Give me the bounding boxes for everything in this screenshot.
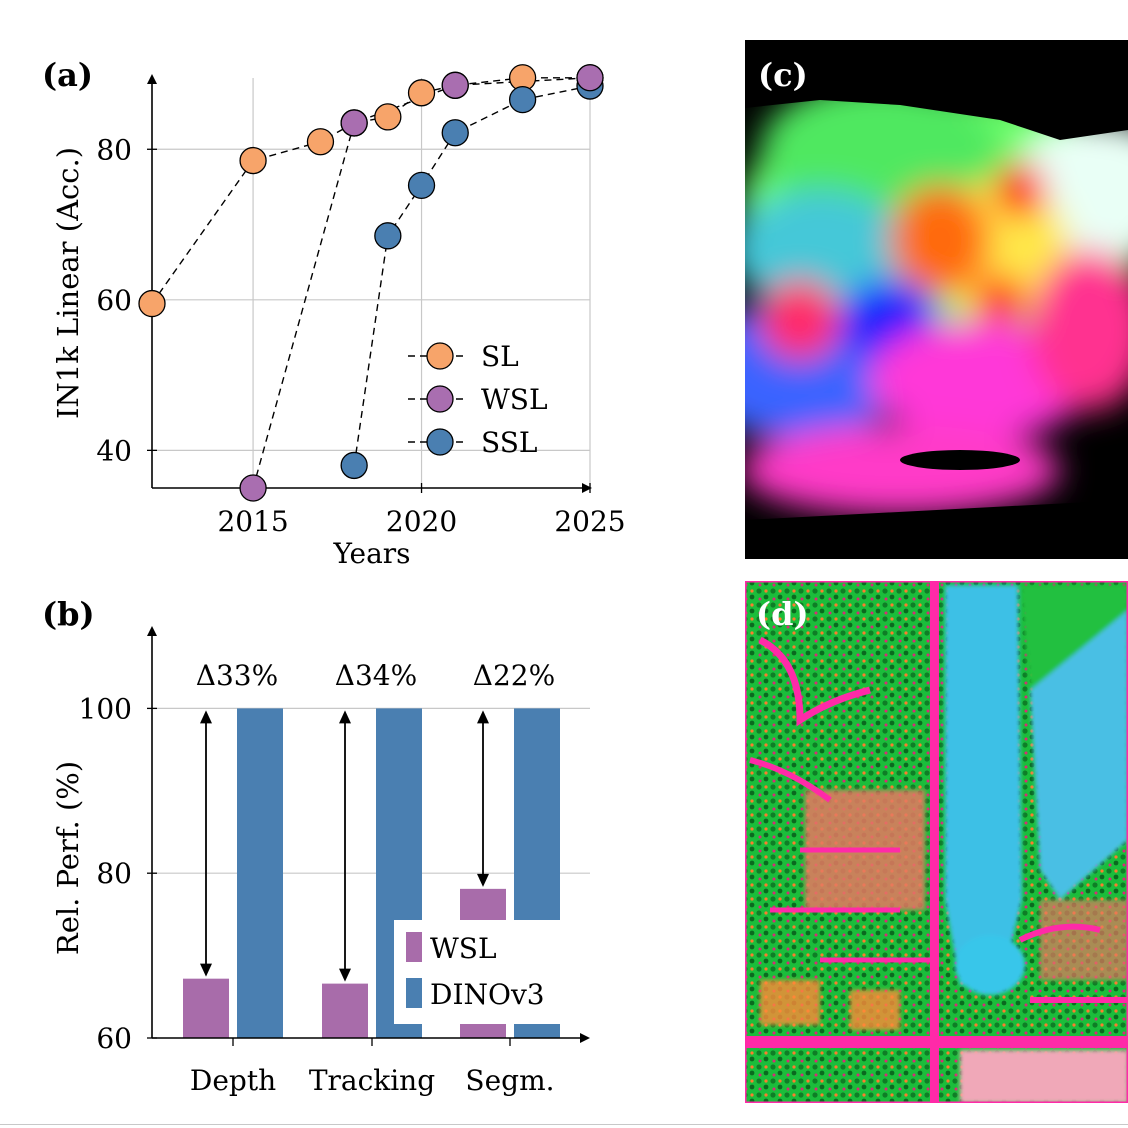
x-tick-label: Depth: [190, 1064, 276, 1097]
legend-wsl_bar-label: WSL: [430, 932, 497, 965]
aerial-feature-map-image: (d): [745, 581, 1128, 1103]
arrow-down-icon: [200, 963, 212, 977]
y-tick-label: 60: [96, 284, 132, 317]
sl-data-point: [239, 146, 267, 175]
legend-wsl-label: WSL: [481, 383, 548, 416]
bottom-divider: [0, 1124, 1128, 1125]
arrow-up-icon: [477, 710, 489, 724]
arrow-up-icon: [200, 710, 212, 724]
dinov3-bar: [237, 708, 283, 1038]
ssl-data-point: [441, 119, 469, 147]
delta-annotation: Δ34%: [335, 659, 417, 692]
legend-wsl-marker: [426, 385, 454, 413]
x-tick-label: 2015: [217, 505, 288, 538]
wsl-bar: [322, 983, 368, 1038]
x-axis-arrow-icon: [582, 483, 592, 493]
legend-ssl-label: SSL: [481, 426, 537, 459]
x-tick-label: Tracking: [309, 1064, 435, 1097]
y-tick-label: 60: [96, 1022, 132, 1055]
ssl-data-point: [508, 85, 537, 114]
panel-b-axes: [147, 626, 590, 1043]
legend-wsl_bar-swatch: [406, 932, 422, 962]
ssl-data-point: [340, 451, 368, 480]
arrow-up-icon: [339, 710, 351, 724]
ssl-data-point: [374, 222, 402, 250]
wsl-data-point: [441, 71, 469, 99]
x-axis-arrow-icon: [580, 1033, 590, 1043]
panel-a-legend: SL WSL SSL: [408, 340, 548, 459]
panel-b-ticks: 60 80 100 Depth Tracking Segm.: [79, 692, 555, 1097]
legend-dino_bar-label: DINOv3: [430, 978, 545, 1011]
wsl-data-point: [576, 64, 604, 92]
panel-a-grid: [152, 78, 591, 488]
image-c-content: [745, 40, 1128, 559]
sl-data-point: [138, 289, 166, 318]
panel-b-label: (b): [42, 595, 95, 633]
ssl-series-line: [353, 85, 591, 466]
panel-a-series-points: [138, 64, 604, 502]
panel-c-label: (c): [758, 56, 808, 94]
image-d-content: [745, 581, 1128, 1103]
x-tick-label: 2020: [386, 505, 457, 538]
y-axis-title: Rel. Perf. (%): [51, 761, 85, 955]
y-tick-label: 40: [96, 434, 132, 467]
sl-data-point: [306, 128, 335, 156]
panel-a-line-chart: (a) 2015 2020 2025 40 60 80 Years IN1k Linear…: [42, 56, 626, 570]
legend-ssl-marker: [426, 428, 454, 456]
x-tick-label: 2025: [554, 505, 625, 538]
panel-b-bar-chart: (b) Δ33% Δ34% Δ22% 60 80 100 Depth Tracking Seg…: [42, 595, 590, 1097]
wsl-data-point: [239, 474, 267, 502]
panel-a-ticks: 2015 2020 2025 40 60 80: [96, 133, 625, 538]
delta-annotation: Δ33%: [196, 659, 278, 692]
x-tick-label: Segm.: [465, 1064, 554, 1097]
y-axis-arrow-icon: [147, 626, 157, 636]
y-tick-label: 80: [96, 133, 132, 166]
y-axis-arrow-icon: [147, 74, 157, 84]
wsl-data-point: [340, 109, 368, 137]
wsl-bar: [183, 978, 229, 1038]
sl-data-point: [374, 103, 402, 131]
ssl-data-point: [407, 171, 436, 200]
x-axis-title: Years: [332, 537, 410, 570]
y-tick-label: 80: [96, 857, 132, 890]
sl-data-point: [407, 79, 436, 107]
panel-a-label: (a): [42, 56, 93, 94]
legend-dino_bar-swatch: [406, 978, 422, 1008]
panel-b-delta-arrows: Δ33% Δ34% Δ22%: [196, 659, 555, 982]
panel-d-label: (d): [756, 595, 809, 633]
arrow-down-icon: [339, 968, 351, 982]
y-axis-title: IN1k Linear (Acc.): [51, 147, 85, 419]
y-tick-label: 100: [79, 692, 132, 725]
delta-annotation: Δ22%: [473, 659, 555, 692]
legend-sl-label: SL: [481, 340, 519, 373]
arrow-down-icon: [477, 873, 489, 887]
panel-b-legend: WSL DINOv3: [394, 920, 560, 1024]
legend-sl-marker: [426, 342, 454, 370]
dog-feature-map-image: (c): [745, 40, 1128, 559]
panel-a-axes: [147, 74, 592, 493]
